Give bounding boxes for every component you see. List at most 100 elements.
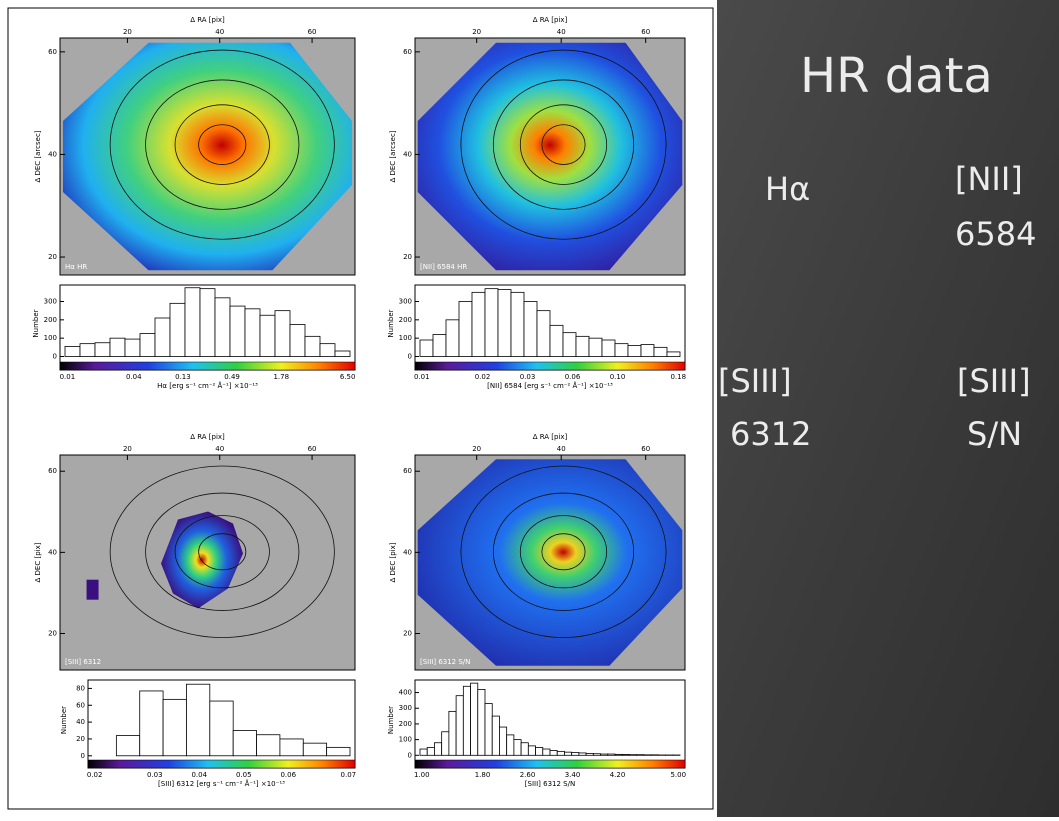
y-tick-label: 200 [44, 316, 57, 324]
colorbar-label: 0.13 [175, 373, 191, 381]
bar [459, 302, 472, 357]
bar [335, 351, 350, 357]
bar [586, 753, 593, 755]
bar [521, 743, 528, 756]
bar [155, 318, 170, 357]
y-tick-label: 40 [403, 150, 412, 158]
colorbar-label: 6.50 [340, 373, 356, 381]
bar [303, 743, 326, 756]
y-axis-label: Number [32, 309, 40, 337]
x-axis-label: Δ RA [pix] [190, 433, 225, 441]
bar [667, 352, 680, 357]
bar [511, 292, 524, 356]
y-tick-label: 0 [53, 353, 57, 361]
y-axis-label: Δ DEC [pix] [389, 542, 397, 582]
bar [524, 302, 537, 357]
bar [550, 325, 563, 356]
bar [608, 754, 615, 755]
colorbar-label: 4.20 [610, 771, 626, 779]
slide-label: [NII] [955, 160, 1023, 198]
x-tick-label: 20 [123, 445, 132, 453]
bar [629, 755, 636, 756]
y-tick-label: 200 [399, 316, 412, 324]
x-axis-label: [NII] 6584 [erg s⁻¹ cm⁻² Å⁻¹] ×10⁻¹³ [487, 381, 613, 390]
slide-label: 6312 [730, 415, 811, 453]
x-tick-label: 60 [641, 445, 650, 453]
y-tick-label: 60 [48, 48, 57, 56]
bar [170, 303, 185, 356]
bar [233, 731, 256, 756]
y-tick-label: 100 [44, 334, 57, 342]
map-label: Hα HR [65, 263, 87, 271]
y-tick-label: 20 [48, 253, 57, 261]
y-tick-label: 300 [399, 298, 412, 306]
y-tick-label: 60 [403, 467, 412, 475]
x-tick-label: 60 [308, 445, 317, 453]
emission-map [87, 580, 99, 600]
bar [499, 727, 506, 755]
colorbar-label: 0.10 [610, 373, 626, 381]
bar [528, 746, 535, 755]
colorbar-label: 0.02 [87, 771, 103, 779]
bar [230, 306, 245, 356]
bar [557, 751, 564, 755]
bar [110, 338, 125, 356]
bar [564, 752, 571, 755]
bar [593, 754, 600, 756]
y-axis-label: Δ DEC [arcsec] [389, 130, 397, 182]
y-tick-label: 100 [399, 736, 412, 744]
bar [210, 701, 233, 756]
colorbar [415, 760, 685, 768]
bar [463, 686, 470, 755]
bar [116, 736, 139, 756]
x-tick-label: 40 [215, 28, 224, 36]
slide-label: S/N [967, 415, 1022, 453]
bar [485, 289, 498, 357]
y-tick-label: 40 [76, 718, 85, 726]
bar [427, 747, 434, 755]
bar [80, 344, 95, 357]
bar [327, 747, 350, 755]
y-tick-label: 20 [76, 735, 85, 743]
colorbar-label: 3.40 [565, 771, 581, 779]
colorbar-label: 0.05 [236, 771, 252, 779]
bar [628, 346, 641, 357]
colorbar-label: 0.18 [670, 373, 686, 381]
bar [492, 716, 499, 755]
bar [200, 289, 215, 357]
bar [498, 290, 511, 357]
bar [140, 691, 163, 756]
y-tick-label: 0 [408, 353, 412, 361]
bar [280, 739, 303, 756]
colorbar-label: 0.02 [475, 373, 491, 381]
bar [472, 292, 485, 356]
y-axis-label: Δ DEC [pix] [34, 542, 42, 582]
x-axis-label: Δ RA [pix] [533, 433, 568, 441]
y-tick-label: 80 [76, 684, 85, 692]
y-tick-label: 100 [399, 334, 412, 342]
y-tick-label: 300 [44, 298, 57, 306]
x-axis-label: Δ RA [pix] [190, 16, 225, 24]
bar [260, 315, 275, 356]
bar [485, 704, 492, 756]
bar [576, 336, 589, 356]
y-tick-label: 0 [408, 751, 412, 759]
bar [543, 749, 550, 755]
chalkboard [717, 0, 1059, 817]
bar [615, 344, 628, 357]
bar [320, 344, 335, 357]
colorbar-label: 0.03 [147, 771, 163, 779]
bar [550, 751, 557, 756]
bar [215, 298, 230, 357]
bar [290, 324, 305, 356]
bar [185, 288, 200, 357]
bar [537, 311, 550, 357]
colorbar [415, 362, 685, 370]
colorbar-label: 0.04 [191, 771, 207, 779]
bar [125, 339, 140, 356]
x-axis-label: Δ RA [pix] [533, 16, 568, 24]
bar [420, 340, 433, 357]
x-tick-label: 40 [557, 28, 566, 36]
x-tick-label: 40 [215, 445, 224, 453]
colorbar-label: 1.80 [475, 771, 491, 779]
